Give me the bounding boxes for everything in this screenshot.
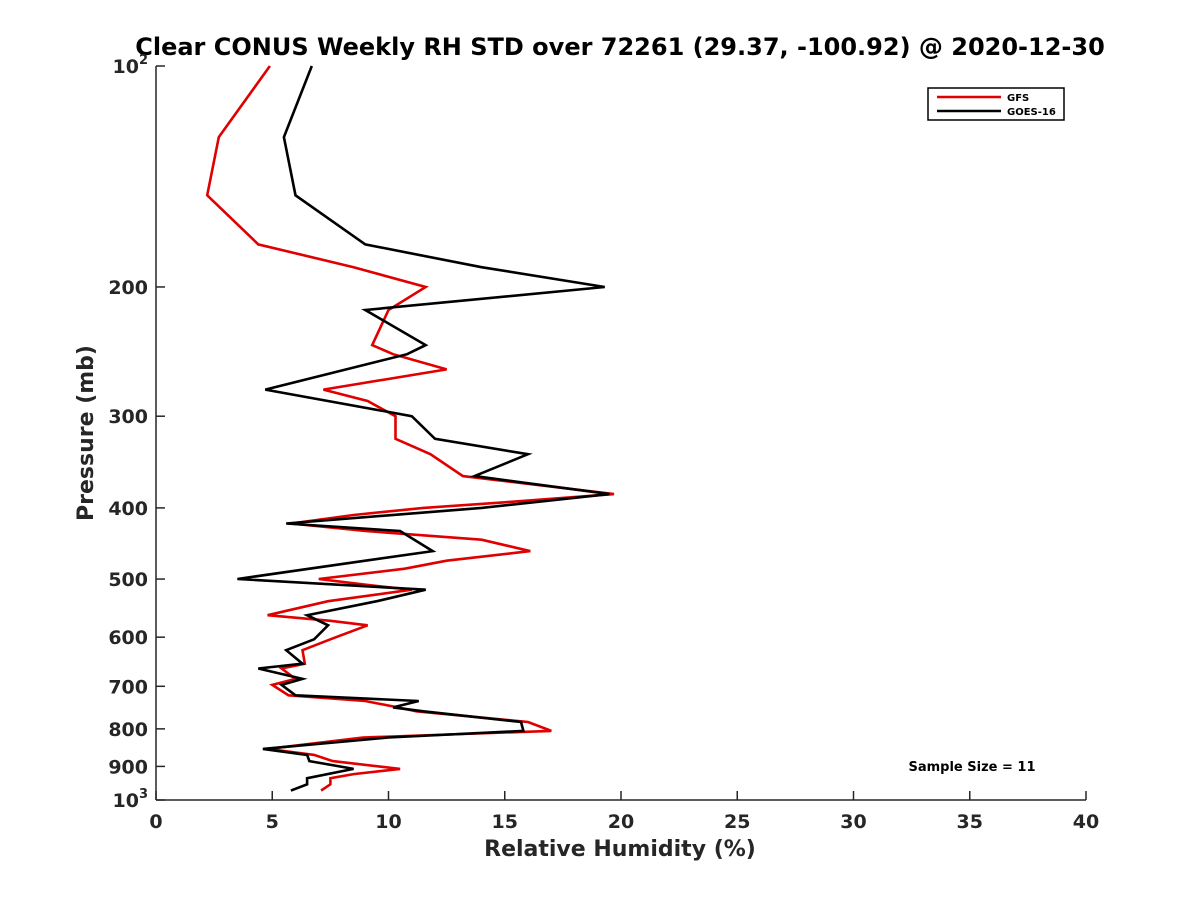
y-axis-ticks: 102 200 300 400 500 600 700 800 900 103 xyxy=(108,53,165,812)
series-line-gfs xyxy=(205,65,615,792)
x-tick-label: 20 xyxy=(608,811,634,833)
x-tick-label: 0 xyxy=(149,811,162,833)
legend-label-gfs: GFS xyxy=(1007,93,1029,104)
y-tick-label: 700 xyxy=(108,676,148,698)
legend-label-goes-16: GOES-16 xyxy=(1007,107,1056,118)
chart-title: Clear CONUS Weekly RH STD over 72261 (29… xyxy=(135,33,1105,61)
x-tick-label: 35 xyxy=(957,811,983,833)
legend-entries: GFS GOES-16 xyxy=(937,93,1056,118)
x-tick-label: 25 xyxy=(724,811,750,833)
x-axis-ticks: 0 5 10 15 20 25 30 35 40 xyxy=(149,791,1099,833)
axes-layer xyxy=(155,66,1086,801)
series-layer xyxy=(205,65,615,792)
x-tick-label: 30 xyxy=(840,811,866,833)
y-tick-label: 400 xyxy=(108,498,148,520)
y-tick-label: 103 xyxy=(113,787,149,812)
y-tick-label: 200 xyxy=(108,277,148,299)
sample-size-annotation: Sample Size = 11 xyxy=(908,760,1035,775)
x-tick-label: 15 xyxy=(492,811,518,833)
y-tick-label: 500 xyxy=(108,569,148,591)
y-tick-label: 900 xyxy=(108,756,148,778)
x-axis-label: Relative Humidity (%) xyxy=(484,837,756,862)
series-line-goes-16 xyxy=(237,65,610,792)
x-tick-label: 5 xyxy=(266,811,279,833)
y-axis-label: Pressure (mb) xyxy=(74,345,99,521)
y-tick-label: 300 xyxy=(108,406,148,428)
legend-box xyxy=(927,87,1065,121)
y-tick-label: 600 xyxy=(108,627,148,649)
x-tick-label: 10 xyxy=(375,811,401,833)
y-tick-label: 102 xyxy=(113,53,149,78)
x-tick-label: 40 xyxy=(1073,811,1099,833)
legend: GFS GOES-16 xyxy=(927,87,1065,121)
y-tick-label: 800 xyxy=(108,719,148,741)
